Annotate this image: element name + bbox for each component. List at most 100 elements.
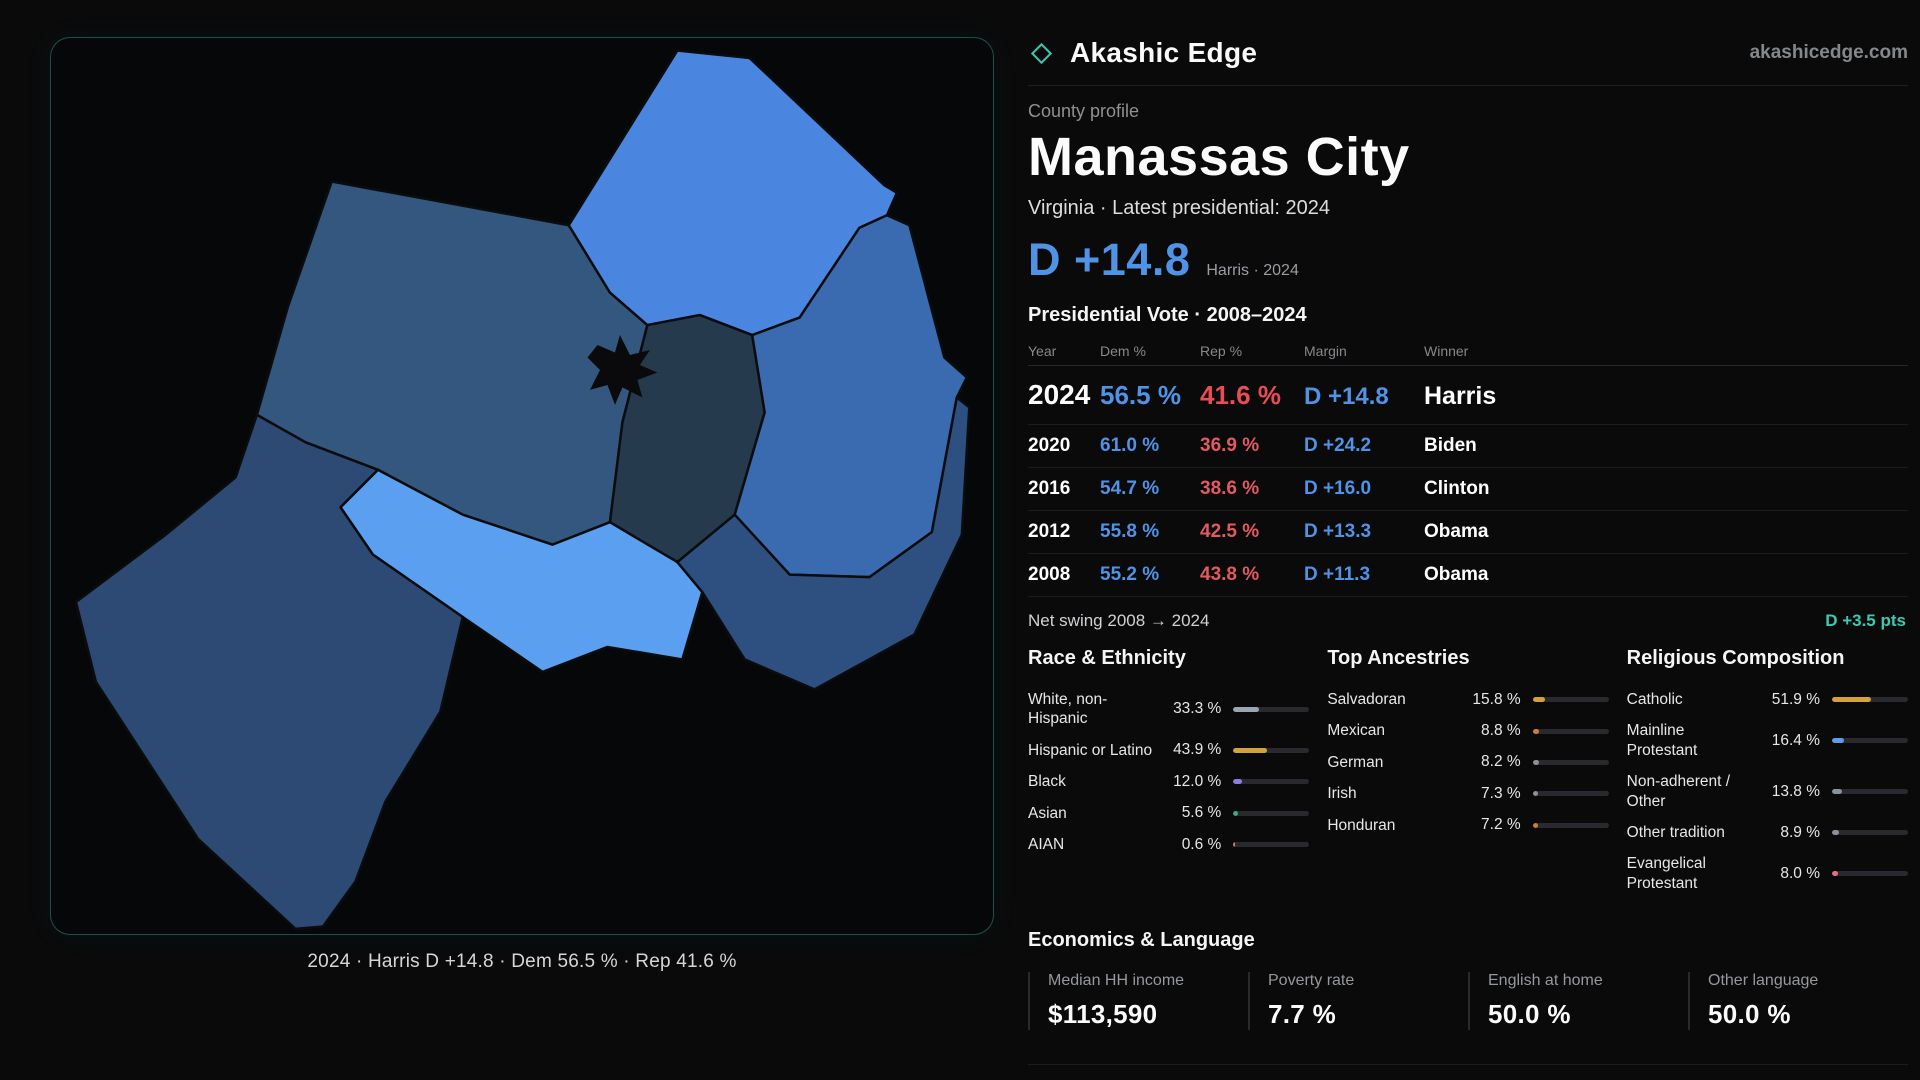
stat-row: Catholic 51.9 % xyxy=(1627,684,1908,715)
stat-value: 7.7 % xyxy=(1268,999,1336,1029)
stat-value: 15.8 % xyxy=(1472,690,1521,708)
stat-bar-fill xyxy=(1832,871,1839,877)
stat-label: English at home xyxy=(1488,972,1603,989)
precinct-region-lower-right xyxy=(676,396,971,691)
stat-bar xyxy=(1233,810,1310,816)
cell-winner: Obama xyxy=(1424,564,1489,585)
stat-label: Honduran xyxy=(1327,816,1396,834)
economics-stats: Median HH income $113,590 Poverty rate 7… xyxy=(1028,972,1908,1030)
cell-margin: D +13.3 xyxy=(1304,521,1372,542)
demographics-section: Race & Ethnicity White, non-Hispanic 33.… xyxy=(1028,647,1908,899)
stat-label: Mainline Protestant xyxy=(1626,722,1698,759)
race-ethnicity-column: Race & Ethnicity White, non-Hispanic 33.… xyxy=(1028,647,1310,899)
stat-bar xyxy=(1233,706,1310,712)
cell-year: 2012 xyxy=(1028,521,1071,542)
precinct-region-bottom-left xyxy=(74,413,464,931)
col-year: Year xyxy=(1028,343,1057,359)
stat-cell: Other language 50.0 % xyxy=(1688,972,1908,1030)
stat-row: Salvadoran 15.8 % xyxy=(1327,684,1609,715)
cell-margin: D +14.8 xyxy=(1304,383,1389,410)
cell-year: 2008 xyxy=(1028,564,1071,585)
map-column: 2024 · Harris D +14.8 · Dem 56.5 % · Rep… xyxy=(50,37,994,1080)
cell-rep: 38.6 % xyxy=(1200,478,1260,499)
stat-label: Salvadoran xyxy=(1327,691,1406,708)
stat-bar xyxy=(1832,871,1908,877)
stat-label: Non-adherent / Other xyxy=(1626,773,1731,810)
stat-label: Irish xyxy=(1327,785,1357,803)
stat-bar xyxy=(1233,779,1310,785)
stat-bar xyxy=(1532,759,1609,765)
kicker: County profile xyxy=(1028,101,1140,121)
stat-value: 8.9 % xyxy=(1780,823,1820,841)
col-rep: Rep % xyxy=(1200,343,1243,359)
stat-value: 50.0 % xyxy=(1488,999,1571,1029)
profile-column: Akashic Edge akashicedge.com County prof… xyxy=(1028,37,1908,1080)
stat-row: German 8.2 % xyxy=(1327,747,1609,778)
vote-table: Year Dem % Rep % Margin Winner 2024 56.5… xyxy=(1028,337,1908,597)
stat-bar xyxy=(1832,830,1908,836)
economics-section: Economics & Language Median HH income $1… xyxy=(1028,929,1908,1030)
page-title: Manassas City xyxy=(1028,127,1410,187)
col-dem: Dem % xyxy=(1100,343,1146,359)
cell-dem: 54.7 % xyxy=(1100,478,1160,499)
cell-winner: Biden xyxy=(1424,435,1477,456)
stat-row: Black 12.0 % xyxy=(1028,766,1310,797)
stat-bar-fill xyxy=(1832,789,1843,794)
stat-label: Hispanic or Latino xyxy=(1028,741,1153,759)
stat-bar xyxy=(1832,738,1908,744)
stat-value: 8.0 % xyxy=(1780,864,1820,882)
net-swing-value: D +3.5 pts xyxy=(1825,611,1906,630)
cell-rep: 36.9 % xyxy=(1200,435,1260,456)
stat-bar-fill xyxy=(1832,697,1872,703)
stat-value: 13.8 % xyxy=(1771,782,1820,800)
cell-margin: D +24.2 xyxy=(1304,435,1372,456)
stat-bar-fill xyxy=(1233,842,1235,848)
stat-cell: Poverty rate 7.7 % xyxy=(1248,972,1468,1030)
stat-bar-fill xyxy=(1233,747,1267,753)
stat-bar-fill xyxy=(1532,697,1545,703)
stat-bar-fill xyxy=(1532,759,1539,765)
stat-value: 8.2 % xyxy=(1481,753,1521,771)
stat-label: Poverty rate xyxy=(1268,972,1355,989)
stat-bar xyxy=(1832,697,1908,703)
stat-value: 8.8 % xyxy=(1481,722,1521,740)
vote-table-title: Presidential Vote · 2008–2024 xyxy=(1028,304,1307,326)
stat-label: Median HH income xyxy=(1048,972,1185,989)
cell-rep: 43.8 % xyxy=(1200,564,1260,585)
cell-winner: Clinton xyxy=(1424,478,1490,499)
city-core-marker xyxy=(587,335,658,405)
cell-year: 2020 xyxy=(1028,435,1071,456)
footer: Sources: Akashic Edge elections database… xyxy=(1028,1064,1908,1080)
stat-value: 16.4 % xyxy=(1771,731,1820,749)
brand: Akashic Edge xyxy=(1028,37,1257,69)
stat-bar-fill xyxy=(1832,738,1845,744)
map-caption: 2024 · Harris D +14.8 · Dem 56.5 % · Rep… xyxy=(307,951,737,972)
stat-row: Other tradition 8.9 % xyxy=(1627,817,1908,848)
headline-margin-value: D +14.8 xyxy=(1028,234,1191,285)
brand-name: Akashic Edge xyxy=(1070,37,1258,68)
cell-dem: 61.0 % xyxy=(1100,435,1160,456)
stat-value: 33.3 % xyxy=(1173,700,1222,718)
cell-winner: Harris xyxy=(1424,382,1497,410)
stat-value: 50.0 % xyxy=(1708,999,1791,1029)
stat-bar-fill xyxy=(1532,791,1539,797)
site-domain-link[interactable]: akashicedge.com xyxy=(1749,42,1908,63)
stat-bar xyxy=(1233,747,1310,753)
stat-label: Black xyxy=(1028,773,1066,791)
stat-bar xyxy=(1532,791,1609,797)
stat-bar xyxy=(1233,842,1310,848)
stat-value: 7.2 % xyxy=(1481,816,1521,834)
section-title: Religious Composition xyxy=(1626,647,1845,669)
stat-row: Hispanic or Latino 43.9 % xyxy=(1028,735,1310,766)
stat-bar-fill xyxy=(1233,810,1238,816)
stat-bar-fill xyxy=(1233,779,1243,785)
headline-margin-note: Harris · 2024 xyxy=(1206,262,1299,279)
stat-label: White, non-Hispanic xyxy=(1028,691,1108,728)
stat-bar-fill xyxy=(1832,830,1839,836)
stat-value: 12.0 % xyxy=(1173,772,1222,790)
religion-column: Religious Composition Catholic 51.9 % Ma… xyxy=(1627,647,1908,899)
table-row: 2012 55.8 % 42.5 % D +13.3 Obama xyxy=(1028,511,1908,554)
stat-value: 43.9 % xyxy=(1173,741,1222,759)
stat-bar xyxy=(1532,697,1609,703)
